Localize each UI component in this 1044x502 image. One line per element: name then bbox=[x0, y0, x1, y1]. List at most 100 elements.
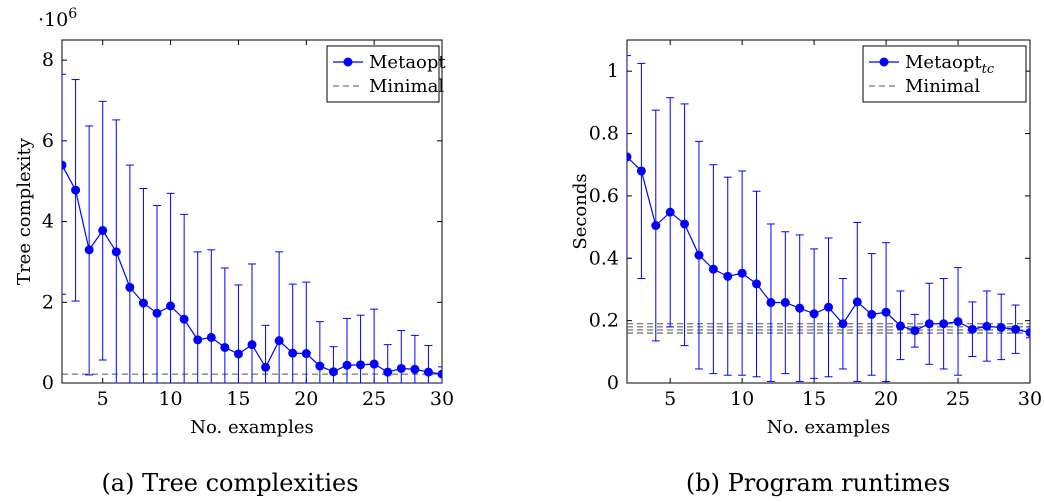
data-point bbox=[111, 247, 121, 257]
legend-marker-metaopt bbox=[343, 57, 353, 67]
data-point bbox=[680, 219, 690, 229]
legend-label-minimal: Minimal bbox=[369, 76, 444, 97]
legend-box bbox=[326, 45, 440, 103]
data-point bbox=[423, 367, 433, 377]
y-tick-label: 2 bbox=[42, 291, 54, 313]
data-point bbox=[125, 282, 135, 292]
data-point bbox=[627, 152, 632, 162]
data-point bbox=[383, 367, 393, 377]
legend-label-minimal: Minimal bbox=[905, 76, 980, 97]
data-point bbox=[996, 322, 1006, 332]
data-point bbox=[737, 268, 747, 278]
legend-box bbox=[862, 45, 1027, 103]
data-point bbox=[410, 364, 420, 374]
y-tick-label: 8 bbox=[42, 49, 54, 71]
x-tick-label: 25 bbox=[946, 388, 970, 410]
y-multiplier: ·106 bbox=[38, 6, 77, 31]
data-point bbox=[152, 308, 162, 318]
y-tick-label: 0.4 bbox=[589, 247, 619, 269]
data-point bbox=[708, 264, 718, 274]
data-point bbox=[939, 319, 949, 329]
data-point bbox=[910, 326, 920, 336]
x-tick-label: 5 bbox=[664, 388, 676, 410]
y-axis-label: Seconds bbox=[570, 173, 591, 249]
y-multiplier-base: ·10 bbox=[38, 9, 68, 31]
data-point bbox=[166, 301, 176, 311]
caption-a: (a) Tree complexities bbox=[101, 469, 358, 497]
data-point bbox=[274, 336, 284, 346]
x-tick-label: 30 bbox=[430, 388, 454, 410]
legend-label-metaopt-text: Metaopt bbox=[905, 52, 982, 73]
data-point bbox=[179, 314, 189, 324]
x-tick-label: 5 bbox=[97, 388, 109, 410]
data-point bbox=[437, 369, 442, 379]
data-point bbox=[838, 319, 848, 329]
data-point bbox=[98, 225, 108, 235]
y-tick-label: 0.8 bbox=[589, 123, 619, 145]
x-axis-label: No. examples bbox=[190, 417, 314, 438]
x-tick-label: 10 bbox=[730, 388, 754, 410]
data-point bbox=[795, 303, 805, 313]
x-tick-label: 25 bbox=[362, 388, 386, 410]
data-point bbox=[982, 321, 992, 331]
data-point bbox=[881, 307, 891, 317]
y-tick-label: 4 bbox=[42, 211, 54, 233]
data-point bbox=[1025, 327, 1030, 337]
data-point bbox=[193, 335, 203, 345]
data-point bbox=[288, 348, 298, 358]
data-point bbox=[924, 319, 934, 329]
data-point bbox=[752, 279, 762, 289]
data-point bbox=[71, 185, 81, 195]
x-tick-label: 30 bbox=[1018, 388, 1042, 410]
chart-a: 5 10 15 20 25 30 0 2 4 6 8 No. examples Tree complex… bbox=[14, 6, 454, 438]
y-axis-label: Tree complexity bbox=[14, 137, 35, 285]
y-tick-label: 6 bbox=[42, 130, 54, 152]
data-point bbox=[1011, 324, 1021, 334]
x-axis-label: No. examples bbox=[767, 417, 891, 438]
x-tick-label: 20 bbox=[874, 388, 898, 410]
data-point bbox=[233, 349, 243, 359]
y-multiplier-exponent: 6 bbox=[68, 6, 77, 22]
data-point bbox=[824, 302, 833, 312]
x-tick-label: 20 bbox=[294, 388, 318, 410]
data-point bbox=[694, 250, 704, 260]
x-tick-label: 15 bbox=[802, 388, 826, 410]
y-tick-label: 0 bbox=[607, 372, 619, 394]
y-tick-label: 0.6 bbox=[589, 185, 619, 207]
data-point bbox=[328, 367, 338, 377]
data-point bbox=[766, 298, 776, 308]
data-point bbox=[967, 324, 977, 334]
plot-area bbox=[627, 55, 1030, 382]
data-point bbox=[651, 221, 661, 231]
plot-area bbox=[62, 73, 442, 383]
data-point bbox=[315, 361, 325, 371]
data-point bbox=[665, 207, 675, 217]
x-tick-label: 10 bbox=[158, 388, 182, 410]
data-point bbox=[636, 166, 646, 176]
data-point bbox=[206, 332, 216, 342]
data-point bbox=[261, 362, 271, 372]
data-point bbox=[809, 309, 819, 319]
data-point bbox=[953, 317, 963, 327]
y-tick-label: 1 bbox=[607, 60, 619, 82]
data-point bbox=[369, 359, 379, 369]
data-point bbox=[62, 160, 67, 170]
data-point bbox=[84, 245, 94, 255]
data-point bbox=[247, 340, 257, 350]
data-point bbox=[723, 271, 733, 281]
data-point bbox=[301, 349, 311, 359]
y-tick-label: 0 bbox=[42, 372, 54, 394]
legend-label-metaopt: Metaopt bbox=[369, 52, 446, 73]
legend-marker-metaopt bbox=[879, 57, 889, 67]
data-point bbox=[396, 363, 406, 373]
y-tick-label: 0.2 bbox=[589, 310, 619, 332]
data-point bbox=[356, 360, 366, 370]
data-point bbox=[220, 342, 230, 352]
legend-label-subscript: tc bbox=[982, 62, 995, 77]
data-point bbox=[342, 360, 352, 370]
legend-label-metaopt: Metaopttc bbox=[905, 52, 995, 77]
x-tick-label: 15 bbox=[226, 388, 250, 410]
data-point bbox=[852, 297, 862, 307]
data-point bbox=[780, 298, 790, 308]
